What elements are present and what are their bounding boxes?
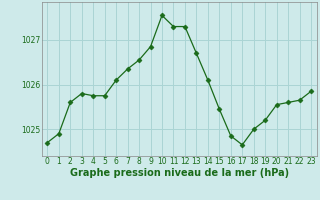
X-axis label: Graphe pression niveau de la mer (hPa): Graphe pression niveau de la mer (hPa) — [70, 168, 289, 178]
